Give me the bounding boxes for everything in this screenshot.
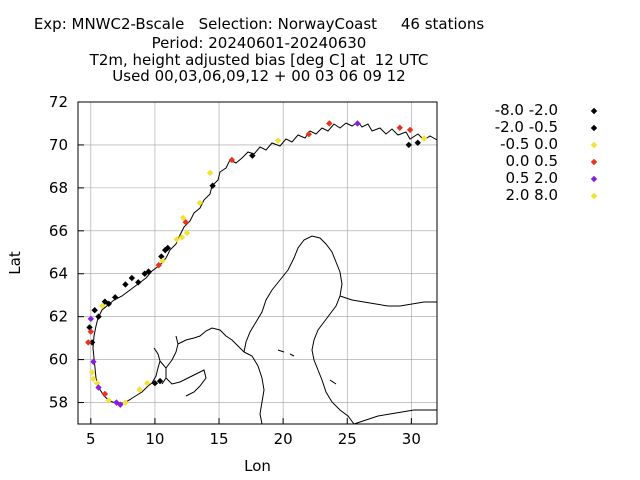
y-tick-label: 72 (49, 93, 68, 111)
station-point (354, 120, 361, 127)
x-tick-label: 10 (145, 430, 164, 448)
station-point (101, 390, 109, 398)
x-tick-label: 5 (86, 430, 96, 448)
station-point (406, 126, 414, 134)
legend-label: -2.0 -0.5 (495, 118, 558, 136)
station-point (173, 236, 180, 243)
station-point (87, 328, 95, 335)
station-point (95, 384, 102, 391)
station-point (88, 369, 96, 376)
station-point (178, 234, 186, 241)
station-point (88, 339, 96, 346)
station-point (117, 401, 124, 408)
x-tick-label: 20 (274, 430, 293, 448)
station-point (111, 294, 119, 301)
station-markers (85, 120, 428, 408)
legend-marker (590, 124, 598, 132)
x-tick-label: 25 (338, 430, 357, 448)
legend-marker (590, 141, 598, 149)
legend-label: -0.5 0.0 (500, 135, 558, 153)
station-point (105, 397, 112, 404)
station-point (305, 131, 312, 138)
coastline-norway (92, 121, 438, 405)
station-point (136, 386, 143, 393)
station-point (228, 156, 236, 164)
station-point (90, 358, 97, 365)
y-tick-label: 64 (49, 265, 68, 283)
y-tick-label: 66 (49, 222, 68, 240)
station-point (144, 380, 151, 387)
station-point (159, 257, 166, 265)
title-line-4: Used 00,03,06,09,12 + 00 03 06 09 12 (112, 67, 406, 85)
station-point (249, 152, 256, 159)
coastline-map (92, 121, 438, 425)
legend-label: 0.0 0.5 (506, 152, 558, 170)
station-point (420, 135, 428, 142)
title-line-3: T2m, height adjusted bias [deg C] at 12 … (89, 51, 429, 69)
station-point (206, 169, 214, 177)
y-tick-label: 62 (49, 308, 68, 326)
station-point (91, 307, 98, 314)
legend-label: 2.0 8.0 (506, 186, 558, 204)
station-point (145, 268, 152, 275)
station-point (156, 377, 164, 385)
legend-label: -8.0 -2.0 (495, 101, 558, 119)
station-point (86, 324, 93, 331)
axis-ticks: 5 10 15 20 25 30 58 60 62 64 66 68 70 72 (49, 93, 421, 448)
legend-marker (590, 107, 598, 115)
station-point (183, 229, 191, 237)
station-point (274, 137, 282, 144)
plot-frame (77, 101, 438, 425)
x-axis-label: Lon (244, 457, 271, 475)
y-tick-label: 68 (49, 179, 68, 197)
station-point (396, 124, 404, 131)
station-point (326, 120, 333, 127)
legend: -8.0 -2.0-2.0 -0.5-0.5 0.00.0 0.50.5 2.0… (495, 101, 598, 204)
y-tick-label: 58 (49, 394, 68, 412)
station-point (105, 300, 112, 307)
legend-marker (590, 192, 598, 200)
station-point (179, 214, 187, 222)
title-line-1: Exp: MNWC2-Bscale Selection: NorwayCoast… (33, 15, 485, 33)
station-point (85, 339, 92, 346)
y-axis-label: Lat (6, 251, 24, 275)
y-tick-label: 70 (49, 136, 68, 154)
coastline-sweden-finland (165, 235, 437, 425)
title-line-2: Period: 20240601-20240630 (151, 34, 367, 52)
station-point (196, 199, 204, 207)
y-tick-label: 60 (49, 351, 68, 369)
station-point (87, 315, 95, 323)
x-tick-label: 30 (402, 430, 421, 448)
x-tick-label: 15 (209, 430, 228, 448)
station-point (90, 375, 97, 383)
station-point (135, 279, 142, 286)
legend-marker (590, 158, 598, 166)
station-point (151, 380, 159, 387)
station-point (99, 302, 106, 310)
station-point (414, 139, 421, 146)
station-point (155, 261, 162, 269)
station-point (182, 219, 189, 226)
station-point (122, 399, 129, 406)
station-point (405, 141, 412, 149)
station-point (95, 313, 102, 320)
station-point (209, 182, 216, 189)
station-point (122, 281, 129, 288)
legend-marker (590, 175, 598, 183)
station-point (164, 244, 171, 252)
legend-label: 0.5 2.0 (506, 169, 558, 187)
station-point (128, 274, 136, 282)
